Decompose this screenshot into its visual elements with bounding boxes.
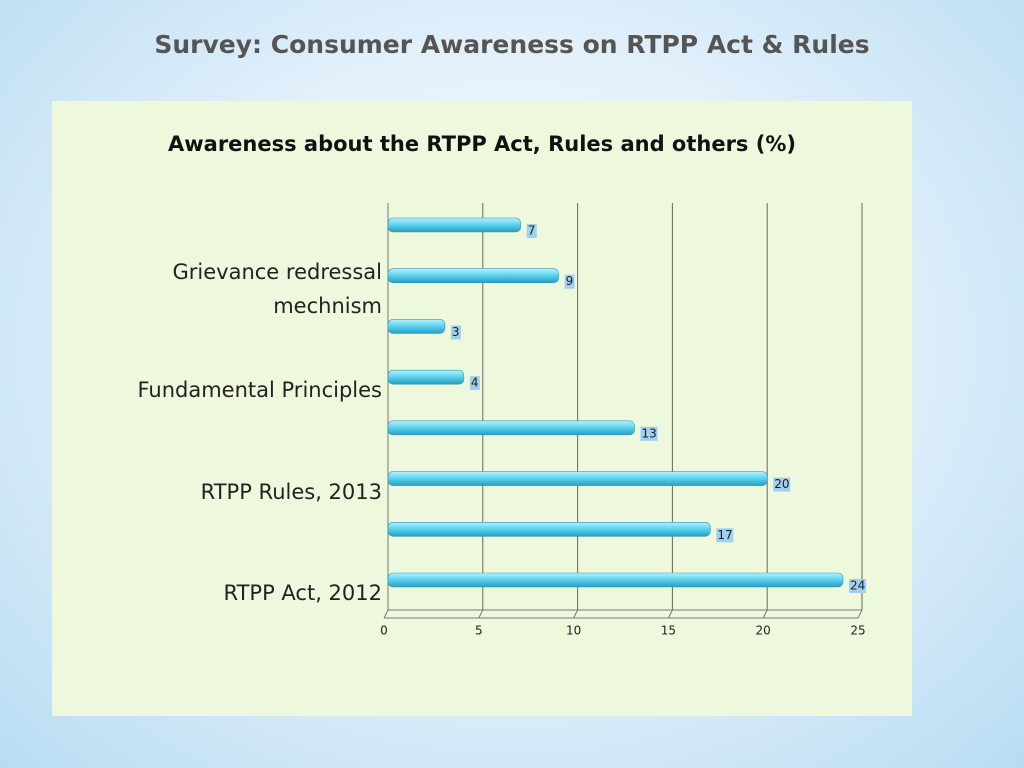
bar — [387, 420, 635, 436]
value-label: 17 — [717, 528, 732, 542]
bar — [387, 319, 446, 334]
y-tick-label: Grievance redressal mechnism — [172, 259, 382, 318]
chart-title: Awareness about the RTPP Act, Rules and … — [168, 132, 796, 156]
slide-title: Survey: Consumer Awareness on RTPP Act &… — [154, 30, 870, 59]
value-label: 24 — [850, 579, 865, 593]
tick-mark — [573, 609, 579, 619]
tick-mark — [478, 609, 484, 619]
x-tick-label: 25 — [850, 624, 865, 638]
value-label-bg — [526, 224, 537, 238]
tick-mark — [762, 609, 768, 619]
tick-mark — [383, 609, 389, 619]
value-label: 9 — [566, 274, 574, 288]
bar — [387, 369, 465, 385]
x-tick-label: 20 — [756, 624, 771, 638]
value-label: 4 — [471, 376, 479, 390]
tick-mark — [667, 609, 673, 619]
value-label-bg — [450, 325, 461, 340]
value-label: 13 — [641, 426, 656, 440]
value-label-bg — [849, 579, 867, 593]
x-tick-label: 10 — [566, 624, 581, 638]
tick-mark — [857, 609, 863, 619]
value-label: 7 — [528, 224, 536, 238]
y-tick-label: Fundamental Principles — [137, 378, 382, 403]
bar — [387, 521, 711, 537]
value-label: 3 — [452, 325, 460, 339]
value-label-bg — [716, 528, 734, 543]
value-label-bg — [469, 376, 480, 391]
value-label-bg — [640, 426, 658, 441]
x-tick-label: 0 — [380, 624, 388, 638]
bar — [387, 217, 522, 233]
value-label: 20 — [774, 477, 789, 491]
x-tick-label: 15 — [661, 624, 676, 638]
x-tick-label: 5 — [475, 624, 483, 638]
value-label-bg — [773, 477, 791, 492]
y-tick-label: RTPP Act, 2012 — [223, 581, 382, 605]
bar — [387, 471, 768, 486]
bar — [387, 572, 844, 588]
value-label-bg — [564, 274, 575, 289]
y-tick-label: RTPP Rules, 2013 — [200, 479, 382, 504]
chart-panel — [52, 101, 912, 716]
bar — [387, 268, 559, 284]
